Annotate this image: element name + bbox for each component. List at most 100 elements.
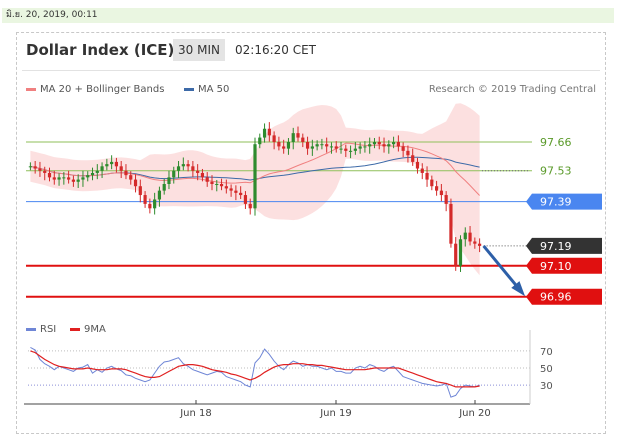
candle-body	[162, 184, 166, 191]
x-tick-label: Jun 20	[458, 408, 491, 419]
level-label-97.10: 97.10	[540, 260, 572, 273]
level-tag-97.19	[526, 237, 602, 254]
candle-body	[425, 172, 429, 180]
level-label-97.66: 97.66	[540, 136, 572, 149]
candle-body	[387, 144, 391, 147]
candle-body	[253, 144, 257, 209]
candle-body	[248, 203, 252, 209]
legend-ma50-swatch	[184, 87, 194, 91]
rsi-tick-70: 70	[540, 347, 553, 358]
chart-title: Dollar Index (ICE)	[26, 41, 175, 59]
date-header: มิ.ย. 20, 2019, 00:11	[2, 8, 614, 23]
projection-arrow-line	[482, 244, 522, 292]
candle-body	[28, 166, 32, 168]
candle-body	[430, 179, 434, 187]
candle-body	[215, 184, 219, 185]
legend-ma20-label: MA 20 + Bollinger Bands	[40, 84, 165, 95]
chart-time: 02:16:20 CET	[235, 43, 316, 57]
candle-body	[33, 166, 37, 169]
candle-body	[372, 142, 377, 145]
level-tag-97.39	[526, 193, 602, 210]
candle-body	[129, 175, 133, 180]
x-tick-label: Jun 18	[179, 408, 212, 419]
candle-body	[81, 177, 85, 180]
candle-body	[291, 133, 295, 142]
candle-body	[272, 135, 276, 142]
candle-body	[258, 137, 262, 145]
candle-body	[234, 190, 238, 193]
candle-body	[406, 150, 410, 156]
candle-body	[353, 148, 357, 151]
candle-body	[110, 161, 114, 165]
candle-body	[71, 179, 75, 182]
candle-body	[473, 241, 477, 244]
candle-body	[100, 166, 104, 171]
candle-body	[90, 172, 95, 176]
candle-body	[286, 142, 291, 149]
candle-body	[38, 168, 42, 171]
candle-body	[205, 177, 209, 182]
timeframe-badge[interactable]: 30 MIN	[173, 39, 225, 61]
candle-body	[463, 232, 467, 240]
candle-body	[76, 179, 80, 182]
candle-body	[86, 175, 90, 178]
candle-body	[454, 243, 458, 266]
candle-body	[191, 166, 195, 171]
candle-body	[119, 166, 123, 171]
candle-body	[200, 172, 205, 178]
candle-body	[363, 146, 367, 148]
candle-body	[219, 184, 224, 187]
candle-body	[420, 168, 424, 173]
candle-body	[176, 166, 181, 171]
level-label-96.96: 96.96	[540, 291, 572, 304]
rsi-tick-30: 30	[540, 381, 553, 392]
candle-body	[458, 239, 463, 266]
candle-body	[143, 195, 147, 204]
candle-body	[344, 148, 348, 151]
candle-body	[368, 144, 372, 147]
candle-body	[468, 232, 472, 242]
level-tag-97.10	[526, 257, 602, 274]
chart-panel	[16, 32, 606, 434]
rsi-legend-rsi-label: RSI	[40, 324, 57, 335]
legend-ma20-swatch	[26, 87, 36, 91]
candle-body	[95, 170, 99, 173]
candle-body	[262, 128, 267, 138]
candle-body	[52, 177, 56, 180]
candle-body	[172, 170, 176, 178]
header-divider	[22, 70, 600, 71]
projection-arrow-head	[511, 281, 526, 297]
candle-body	[415, 161, 420, 169]
candle-body	[243, 195, 248, 204]
rsi-tick-50: 50	[540, 364, 553, 375]
candle-body	[148, 203, 152, 209]
candle-body	[401, 146, 405, 151]
rsi-legend-9ma-swatch	[70, 327, 80, 331]
candle-body	[153, 199, 157, 209]
level-tag-96.96	[526, 288, 602, 305]
rsi-9ma-line	[30, 350, 480, 388]
candle-body	[334, 146, 338, 149]
candle-body	[282, 146, 286, 149]
candle-body	[124, 170, 128, 176]
candle-body	[439, 190, 443, 196]
x-tick-label: Jun 19	[319, 408, 352, 419]
candle-body	[43, 170, 47, 173]
candle-body	[105, 164, 109, 167]
rsi-legend-9ma: 9MA	[70, 324, 106, 335]
rsi-legend-9ma-label: 9MA	[84, 324, 106, 335]
candle-body	[325, 144, 329, 147]
candle-body	[396, 142, 400, 147]
candle-body	[478, 243, 482, 246]
rsi-legend-rsi-swatch	[26, 327, 36, 331]
candle-body	[224, 186, 228, 189]
candle-body	[138, 186, 142, 196]
candle-body	[435, 186, 439, 191]
candle-body	[444, 195, 448, 204]
candle-body	[210, 181, 214, 184]
candle-body	[339, 148, 343, 150]
candle-body	[267, 128, 271, 136]
candle-body	[310, 146, 314, 149]
candle-body	[239, 192, 243, 196]
